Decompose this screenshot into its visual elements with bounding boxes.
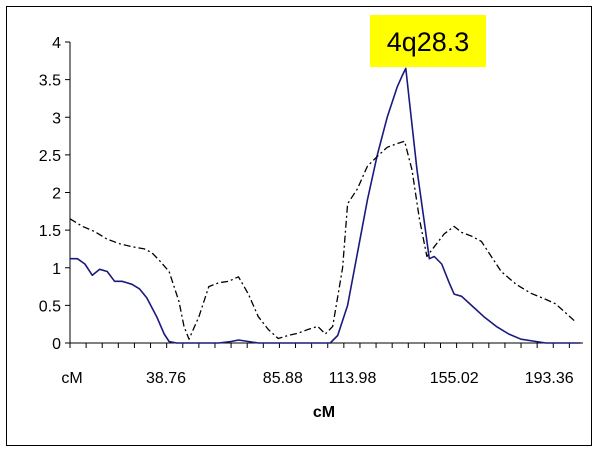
y-tick-label: 1 bbox=[52, 261, 61, 278]
y-tick-label: 2.5 bbox=[39, 148, 61, 165]
x-tick-label: 155.02 bbox=[430, 370, 479, 387]
solid-series-line bbox=[70, 67, 581, 344]
y-tick-label: 1.5 bbox=[39, 223, 61, 240]
y-tick-label: 4 bbox=[52, 35, 61, 52]
x-tick-label: 113.98 bbox=[329, 370, 377, 387]
annotation-background bbox=[370, 15, 486, 67]
series-layer bbox=[69, 67, 581, 344]
annotation-label: 4q28.3 bbox=[387, 27, 470, 57]
y-tick-label: 2 bbox=[52, 186, 61, 203]
peak-annotation: 4q28.3 bbox=[370, 15, 486, 67]
x-tick-label: 85.88 bbox=[263, 370, 303, 387]
chart-axes: 0 0.5 1 1.5 2 2.5 3 3.5 4 cM 38.76 85.88 113.98 155.0… bbox=[39, 35, 583, 387]
dash-dot-series-line bbox=[69, 140, 577, 340]
y-tick-label: 0.5 bbox=[39, 298, 61, 315]
y-tick-label: 3 bbox=[52, 110, 61, 127]
x-tick-label: 193.36 bbox=[525, 370, 574, 387]
y-tick-label: 0 bbox=[52, 336, 61, 353]
y-tick-label: 3.5 bbox=[39, 73, 61, 90]
x-tick-label: 38.76 bbox=[146, 370, 186, 387]
x-axis-title: cM bbox=[313, 404, 335, 421]
chart-frame bbox=[6, 6, 592, 446]
x-tick-label: cM bbox=[61, 370, 82, 387]
